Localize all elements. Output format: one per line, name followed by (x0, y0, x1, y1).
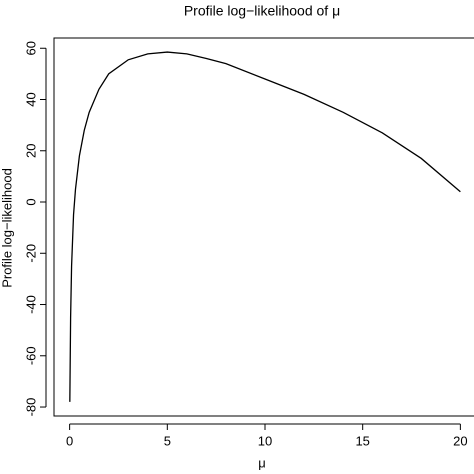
data-line (69, 51, 461, 402)
y-axis-label: Profile log−likelihood (0, 168, 14, 288)
y-tick-label: -60 (23, 346, 38, 365)
x-tick-label: 5 (164, 433, 171, 448)
plot-box (53, 37, 474, 417)
y-tick-label: 40 (23, 92, 38, 106)
y-tick-label: 20 (23, 144, 38, 158)
y-tick-label: -20 (23, 244, 38, 263)
x-tick-label: 15 (355, 433, 369, 448)
chart-title: Profile log−likelihood of μ (184, 3, 340, 19)
x-tick-label: 0 (66, 433, 73, 448)
y-tick-label: 0 (23, 198, 38, 205)
x-axis-label: μ (258, 455, 266, 470)
x-tick-label: 10 (258, 433, 272, 448)
x-tick-label: 20 (453, 433, 467, 448)
y-tick-label: -40 (23, 295, 38, 314)
y-tick-label: -80 (23, 398, 38, 417)
y-tick-label: 60 (23, 41, 38, 55)
